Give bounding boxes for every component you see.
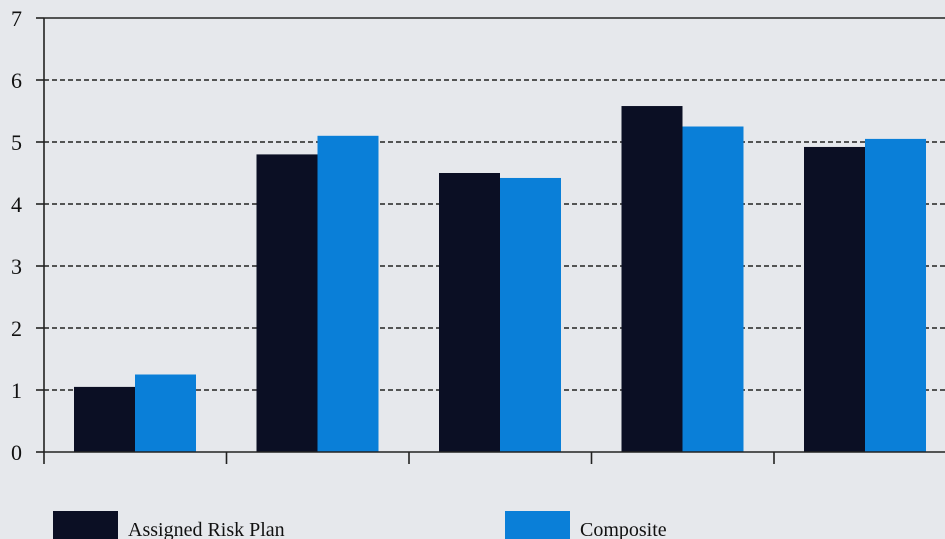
bar-assigned-risk-plan-1 bbox=[256, 154, 318, 452]
y-tick-label-6: 6 bbox=[11, 68, 22, 93]
y-tick-label-0: 0 bbox=[11, 440, 22, 465]
y-tick-label-2: 2 bbox=[11, 316, 22, 341]
bar-composite-4 bbox=[865, 138, 926, 452]
bar-composite-2 bbox=[500, 177, 561, 452]
bar-composite-0 bbox=[135, 374, 196, 452]
legend: Assigned Risk Plan Composite bbox=[53, 511, 667, 539]
y-tick-label-3: 3 bbox=[11, 254, 22, 279]
bar-composite-1 bbox=[317, 135, 379, 453]
legend-label-composite: Composite bbox=[580, 519, 667, 539]
legend-swatch-composite bbox=[505, 511, 570, 539]
bar-composite-3 bbox=[682, 126, 744, 452]
bar-assigned-risk-plan-0 bbox=[74, 386, 135, 452]
y-tick-label-1: 1 bbox=[11, 378, 22, 403]
y-tick-label-5: 5 bbox=[11, 130, 22, 155]
bar-assigned-risk-plan-2 bbox=[439, 173, 500, 452]
bar-assigned-risk-plan-4 bbox=[804, 146, 865, 452]
bar-assigned-risk-plan-3 bbox=[621, 106, 683, 452]
y-tick-label-7: 7 bbox=[11, 6, 22, 31]
legend-swatch-assigned-risk-plan bbox=[53, 511, 118, 539]
legend-label-assigned-risk-plan: Assigned Risk Plan bbox=[128, 519, 285, 539]
bars bbox=[74, 106, 926, 453]
y-tick-label-4: 4 bbox=[11, 192, 22, 217]
axes: 0 1 2 3 4 5 6 7 bbox=[11, 6, 945, 465]
